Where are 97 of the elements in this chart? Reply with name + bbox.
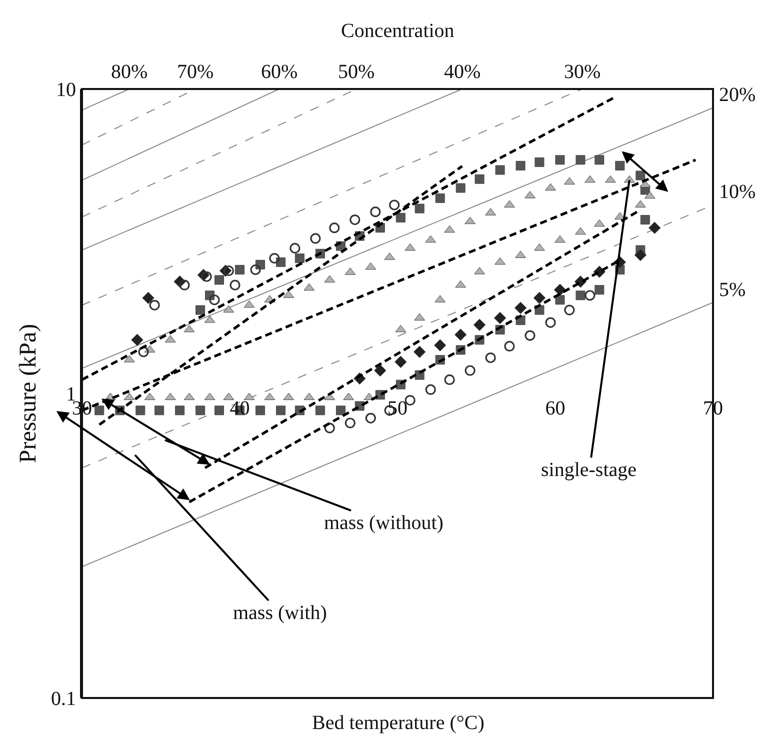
point [534,157,544,167]
point [634,248,647,262]
point [555,155,565,165]
point [473,318,486,331]
point [196,305,206,315]
point [444,374,455,385]
point [329,222,340,234]
point [533,292,546,304]
point [142,292,154,304]
point [414,204,424,214]
point [374,364,386,377]
point [230,280,240,290]
point [336,406,346,416]
x-axis-title: Bed temperature (°C) [312,712,484,734]
point [256,406,266,416]
point [434,339,446,352]
point [131,334,144,346]
point [554,235,566,243]
point [324,422,335,434]
point [545,317,556,328]
point [554,284,566,296]
point [435,193,445,203]
series-label: 40% [444,61,481,83]
point [290,242,300,254]
point [214,406,224,416]
series-label: 20% [719,84,756,106]
point [640,215,650,225]
point [564,304,575,316]
point [269,252,280,264]
point [485,352,496,364]
point [494,312,506,324]
point [138,346,149,358]
point [594,155,604,165]
point [209,294,220,306]
point [425,384,436,395]
point [636,170,646,180]
point [344,418,356,428]
point [575,227,586,235]
point [413,346,426,358]
point [605,175,616,183]
point [555,295,565,305]
point [276,406,286,416]
point [365,412,376,424]
point [214,275,224,285]
point [136,406,146,416]
y-axis-title: Pressure (kPa) [16,324,42,464]
point [94,406,104,416]
point [494,257,506,265]
point [648,222,661,234]
point [584,175,596,183]
point [201,271,212,282]
point [294,254,304,264]
point [250,264,261,276]
y-tick-label: 0.1 [51,688,76,710]
series-label: 30% [564,61,601,83]
point [223,265,234,276]
point [196,406,206,416]
series-label: 70% [177,61,214,83]
series-label: 10% [719,181,756,203]
annotation: mass (without) [324,512,444,534]
point [584,290,596,301]
point [310,233,321,244]
point [576,155,586,165]
point [576,290,586,300]
point [495,165,505,175]
point [149,300,160,310]
point [175,406,185,416]
annotation: single-stage [541,459,637,481]
x-tick-label: 40 [230,398,250,420]
point [454,328,467,341]
point [456,183,466,193]
point [315,406,325,416]
point [154,406,164,416]
point [594,285,604,295]
point [464,365,476,376]
point [516,160,526,170]
annotation: mass (with) [233,602,327,624]
point [504,340,515,352]
series-label: 50% [338,61,375,83]
point [534,243,545,251]
text: Concentration [341,20,454,42]
x-tick-label: 60 [545,398,566,420]
point [396,212,406,222]
point [394,356,407,368]
point [179,280,190,290]
point [524,330,536,341]
point [474,174,484,184]
series-label: 60% [261,61,298,83]
series-label: 80% [111,61,148,83]
point [235,264,244,274]
series-label: 5% [719,279,746,301]
point [350,214,360,226]
point [370,206,381,218]
point [389,200,400,210]
point [514,302,527,314]
point [615,160,625,170]
y-tick-label: 10 [56,79,76,101]
